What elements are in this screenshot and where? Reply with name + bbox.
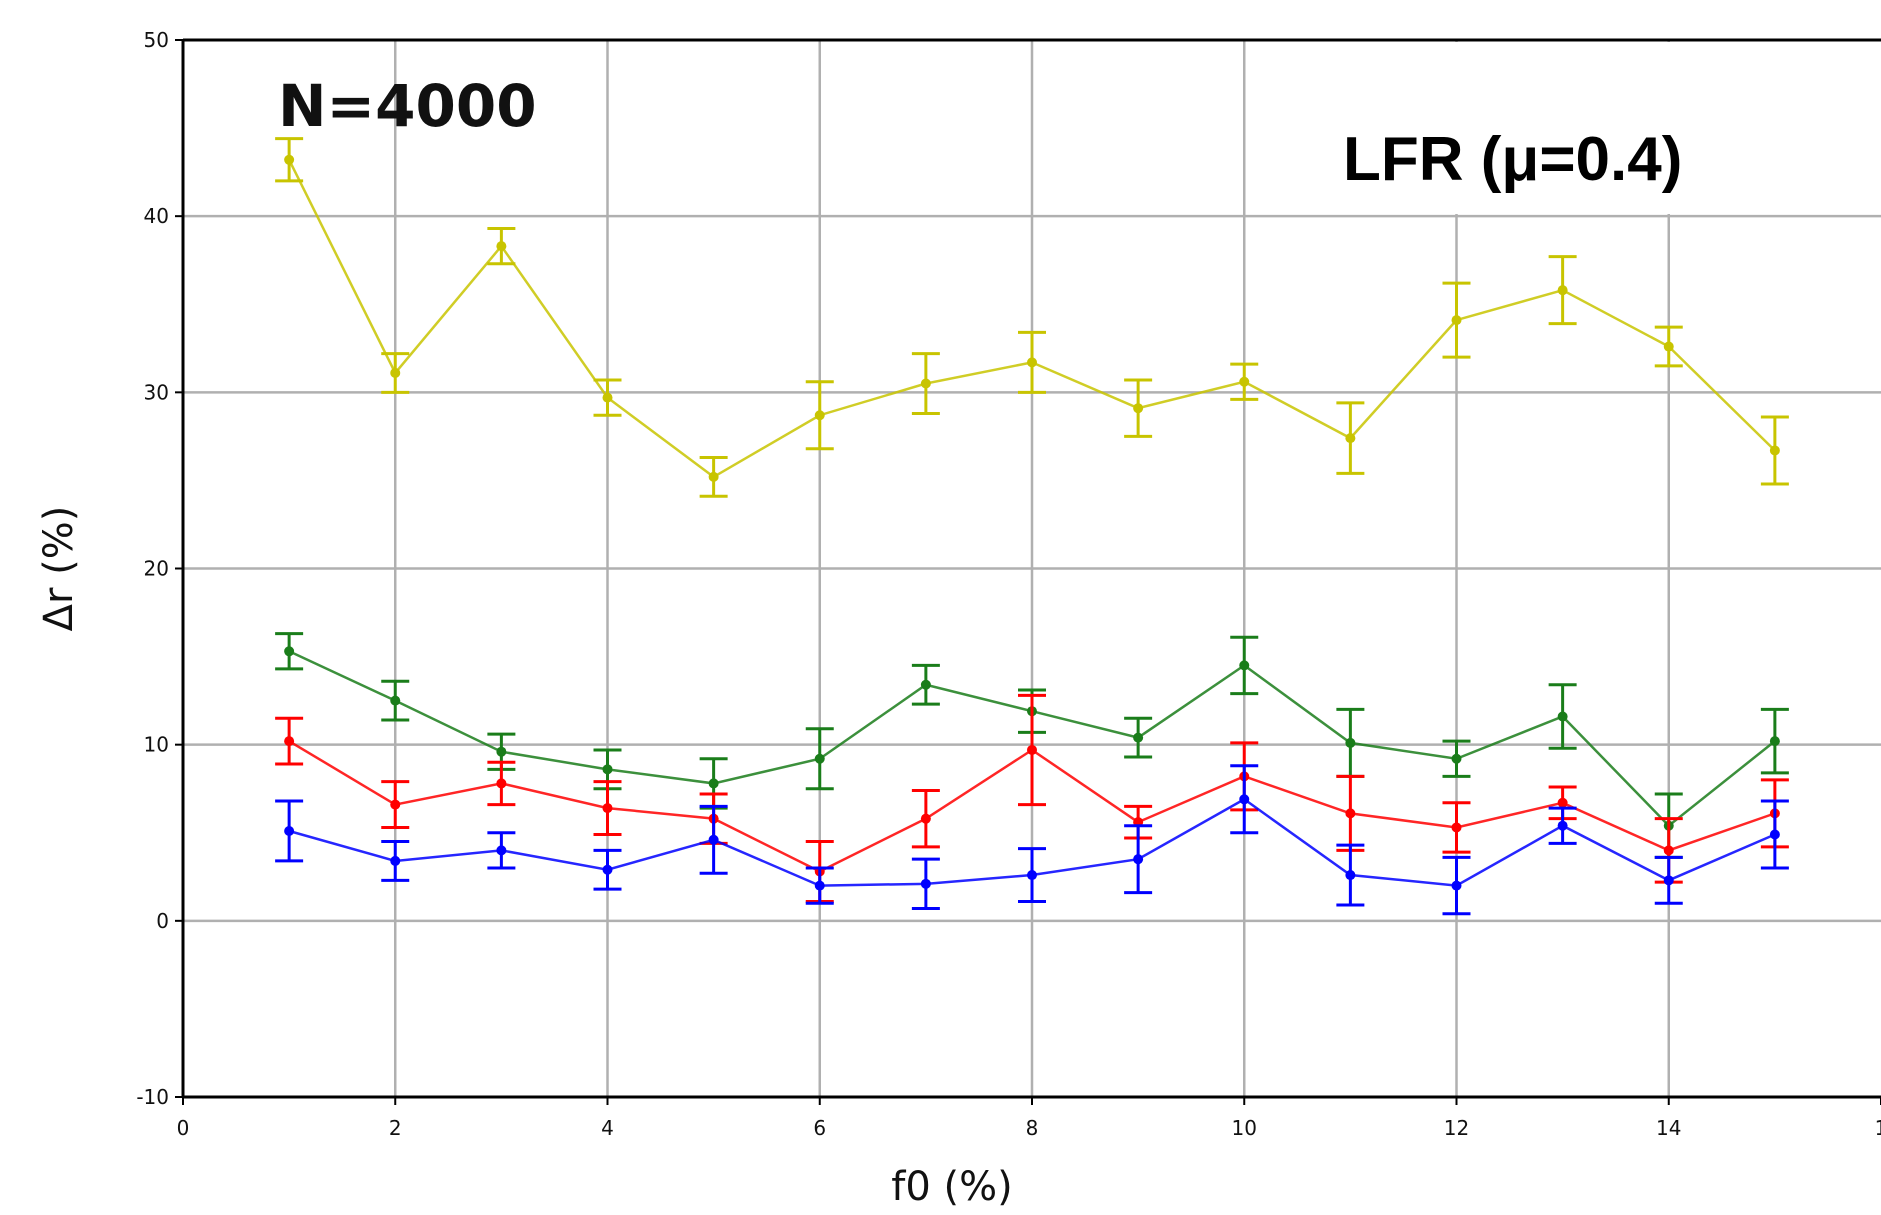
data-point: [708, 471, 719, 482]
series-2: [275, 693, 1789, 903]
x-axis-label: f0 (%): [891, 1164, 1012, 1210]
data-point: [1663, 875, 1674, 886]
data-point: [1557, 711, 1568, 722]
data-point: [708, 834, 719, 845]
y-tick-label: 0: [156, 909, 169, 933]
data-point: [284, 154, 295, 165]
data-point: [814, 753, 825, 764]
y-axis-label: Δr (%): [36, 506, 82, 632]
y-tick-label: 20: [144, 557, 169, 581]
x-tick-label: 1: [1875, 1116, 1881, 1140]
x-tick-label: 4: [601, 1116, 614, 1140]
series-group: [275, 137, 1789, 916]
y-tick-label: 50: [144, 28, 169, 52]
data-point: [390, 695, 401, 706]
data-point: [284, 736, 295, 747]
data-point: [814, 410, 825, 421]
x-tick-label: 0: [177, 1116, 190, 1140]
y-tick-label: 40: [144, 204, 169, 228]
x-tick-label: 10: [1232, 1116, 1257, 1140]
x-tick-label: 6: [813, 1116, 826, 1140]
data-point: [1133, 403, 1144, 414]
data-point: [390, 799, 401, 810]
data-point: [496, 746, 507, 757]
data-point: [920, 679, 931, 690]
x-tick-label: 2: [389, 1116, 402, 1140]
data-point: [1663, 845, 1674, 856]
axes: [175, 38, 1881, 1105]
data-point: [920, 878, 931, 889]
data-point: [920, 378, 931, 389]
data-point: [390, 367, 401, 378]
data-point: [920, 813, 931, 824]
data-point: [1133, 732, 1144, 743]
annotation-n: N=4000: [278, 72, 537, 140]
data-point: [1027, 870, 1037, 881]
data-point: [1451, 880, 1462, 891]
data-point: [1451, 822, 1462, 833]
data-point: [1345, 808, 1356, 819]
data-point: [1557, 797, 1568, 808]
data-point: [1451, 315, 1462, 326]
data-point: [708, 778, 719, 789]
annotation-lfr: LFR (μ=0.4): [1343, 125, 1682, 194]
data-point: [1451, 753, 1462, 764]
series-3: [275, 764, 1789, 916]
y-tick-label: 10: [144, 733, 169, 757]
x-tick-label: 12: [1444, 1116, 1469, 1140]
data-point: [1769, 829, 1780, 840]
data-point: [1345, 870, 1356, 881]
data-point: [1345, 433, 1356, 444]
data-point: [602, 392, 613, 403]
data-point: [1239, 660, 1250, 671]
data-point: [1239, 794, 1250, 805]
data-point: [1133, 854, 1144, 865]
data-point: [390, 855, 401, 866]
data-point: [496, 845, 507, 856]
annotation-box: [1258, 42, 1881, 214]
data-point: [1769, 445, 1780, 456]
data-point: [496, 778, 507, 789]
x-tick-label: 14: [1656, 1116, 1681, 1140]
data-point: [1769, 736, 1780, 747]
data-point: [1027, 357, 1037, 368]
data-point: [1663, 341, 1674, 352]
y-tick-label: 30: [144, 380, 169, 404]
y-tick-label: -10: [136, 1085, 169, 1109]
data-point: [496, 241, 507, 252]
data-point: [284, 825, 295, 836]
data-point: [1239, 376, 1250, 387]
data-point: [284, 646, 295, 657]
data-point: [602, 764, 613, 775]
data-point: [1557, 285, 1568, 296]
data-point: [814, 880, 825, 891]
tick-labels: 0 2 4 6 8 10 12 14 1 -10 0 10 20 30 40 50: [136, 28, 1881, 1140]
data-point: [602, 803, 613, 814]
data-point: [1027, 744, 1037, 755]
data-point: [1345, 737, 1356, 748]
x-tick-label: 8: [1026, 1116, 1039, 1140]
data-point: [1557, 820, 1568, 831]
series-0: [275, 137, 1789, 498]
data-point: [602, 864, 613, 875]
